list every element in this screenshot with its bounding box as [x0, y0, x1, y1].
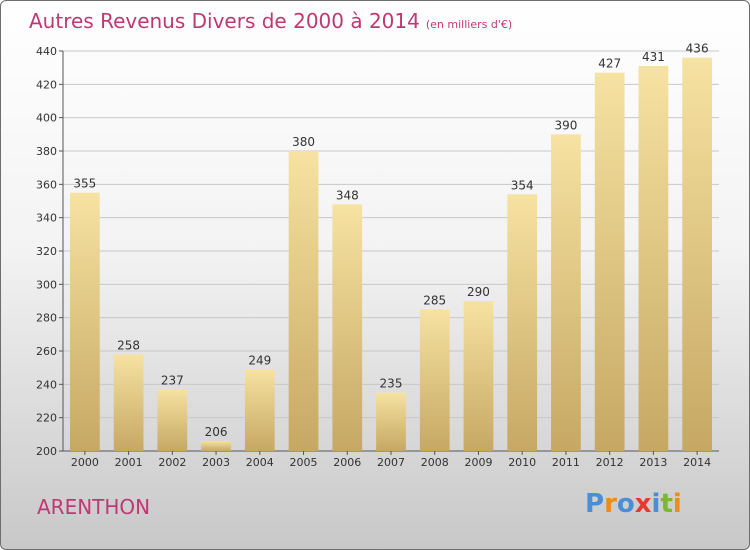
x-tick-label: 2001 — [115, 456, 143, 469]
y-tick-label: 340 — [36, 212, 57, 225]
bar-value-label: 285 — [423, 293, 446, 307]
bar — [419, 309, 450, 451]
bar-value-label: 380 — [292, 135, 315, 149]
bar-value-label: 436 — [686, 42, 709, 56]
bar — [594, 72, 625, 452]
y-tick-label: 240 — [36, 378, 57, 391]
bar — [551, 134, 581, 452]
title-text: Autres Revenus Divers de 2000 à 2014 — [29, 9, 420, 33]
y-tick-label: 380 — [36, 145, 57, 158]
y-tick-label: 280 — [36, 312, 57, 325]
logo-letter: P — [585, 489, 605, 519]
bar-value-label: 290 — [467, 285, 490, 299]
proxiti-logo: Proxiti — [585, 489, 682, 519]
x-tick-label: 2000 — [71, 456, 99, 469]
logo-letter: o — [616, 489, 635, 519]
y-tick-label: 220 — [36, 412, 57, 425]
logo-letter: x — [634, 489, 652, 519]
y-tick-label: 440 — [36, 45, 57, 58]
logo-letter: i — [651, 489, 661, 519]
chart-title: Autres Revenus Divers de 2000 à 2014 (en … — [29, 9, 512, 33]
bar — [507, 194, 538, 452]
bar-value-label: 249 — [248, 353, 271, 367]
x-tick-label: 2004 — [246, 456, 274, 469]
bar-value-label: 348 — [336, 188, 359, 202]
bar-value-label: 206 — [205, 425, 228, 439]
bar — [288, 151, 319, 451]
bar-value-label: 237 — [161, 373, 184, 387]
bar — [376, 392, 406, 451]
bar — [201, 441, 231, 451]
logo-letter: t — [660, 489, 673, 519]
bar — [157, 389, 188, 451]
y-tick-label: 360 — [36, 178, 57, 191]
y-tick-label: 420 — [36, 78, 57, 91]
bar-value-label: 355 — [73, 177, 96, 191]
bar — [332, 204, 363, 451]
y-tick-label: 320 — [36, 245, 57, 258]
bar — [463, 301, 494, 451]
logo-letter: i — [672, 489, 682, 519]
x-tick-label: 2013 — [639, 456, 667, 469]
x-tick-label: 2003 — [202, 456, 230, 469]
y-tick-label: 400 — [36, 112, 57, 125]
bar-value-label: 390 — [554, 118, 577, 132]
bar-value-label: 427 — [598, 57, 621, 71]
bar — [638, 66, 669, 451]
bar-value-label: 431 — [642, 50, 665, 64]
y-tick-label: 200 — [36, 445, 57, 458]
bar — [69, 192, 100, 451]
x-tick-label: 2014 — [683, 456, 711, 469]
x-tick-label: 2006 — [333, 456, 361, 469]
x-tick-label: 2005 — [290, 456, 318, 469]
bar — [682, 57, 713, 452]
y-tick-label: 300 — [36, 278, 57, 291]
x-tick-label: 2009 — [464, 456, 492, 469]
place-name: ARENTHON — [37, 495, 151, 519]
x-tick-label: 2007 — [377, 456, 405, 469]
bar — [244, 369, 275, 451]
bar-value-label: 354 — [511, 178, 534, 192]
bar — [113, 354, 144, 451]
x-tick-label: 2010 — [508, 456, 536, 469]
logo-letter: r — [604, 489, 617, 519]
x-tick-label: 2008 — [421, 456, 449, 469]
x-tick-label: 2002 — [158, 456, 186, 469]
y-tick-label: 260 — [36, 345, 57, 358]
x-tick-label: 2012 — [596, 456, 624, 469]
bar-value-label: 258 — [117, 338, 140, 352]
x-tick-label: 2011 — [552, 456, 580, 469]
unit-label: (en milliers d'€) — [425, 18, 513, 31]
bar-value-label: 235 — [380, 377, 403, 391]
